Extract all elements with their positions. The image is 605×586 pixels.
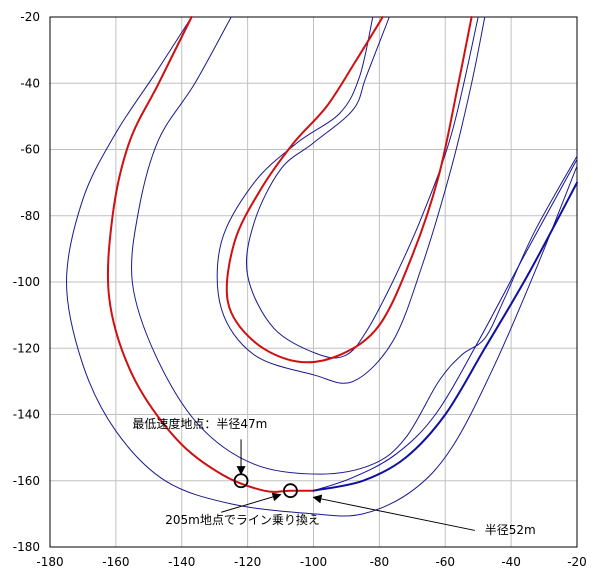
- x-tick-label: -20: [567, 555, 587, 569]
- x-tick-label: -120: [234, 555, 261, 569]
- series-line: [131, 16, 578, 475]
- series-line: [313, 158, 578, 492]
- annotation-label: 半径52m: [485, 523, 536, 537]
- x-tick-label: -60: [435, 555, 455, 569]
- series-layer: [66, 16, 578, 517]
- series-line: [312, 181, 578, 492]
- series-line: [106, 16, 315, 493]
- series-line: [66, 16, 578, 517]
- point-marker: [283, 483, 298, 499]
- y-tick-labels: -20 -40 -60 -80 -100 -120 -140 -160 -180: [13, 10, 40, 554]
- y-tick-label: -60: [20, 143, 40, 157]
- series-line: [216, 16, 486, 384]
- plot-area-frame: [49, 16, 578, 548]
- x-tick-label: -160: [102, 555, 129, 569]
- grid-lines: [49, 16, 578, 548]
- x-tick-label: -80: [370, 555, 390, 569]
- x-tick-label: -180: [36, 555, 63, 569]
- x-tick-labels: -180 -160 -140 -120 -100 -80 -60 -40 -20: [36, 555, 586, 569]
- y-tick-label: -160: [13, 474, 40, 488]
- marker-layer: [233, 473, 298, 499]
- annotation-arrow: [312, 494, 475, 531]
- y-tick-label: -40: [20, 76, 40, 90]
- y-tick-label: -140: [13, 408, 40, 422]
- annotation-label: 205m地点でライン乗り換え: [165, 513, 320, 527]
- series-line: [225, 16, 473, 364]
- x-tick-label: -100: [300, 555, 327, 569]
- series-line: [245, 16, 479, 359]
- annotation-arrow: [221, 492, 282, 513]
- x-tick-label: -40: [501, 555, 521, 569]
- y-tick-label: -180: [13, 540, 40, 554]
- y-tick-label: -120: [13, 341, 40, 355]
- y-tick-label: -100: [13, 275, 40, 289]
- annotation-label: 最低速度地点：半径47m: [132, 416, 267, 431]
- y-tick-label: -20: [20, 10, 40, 24]
- x-tick-label: -140: [168, 555, 195, 569]
- y-tick-label: -80: [20, 209, 40, 223]
